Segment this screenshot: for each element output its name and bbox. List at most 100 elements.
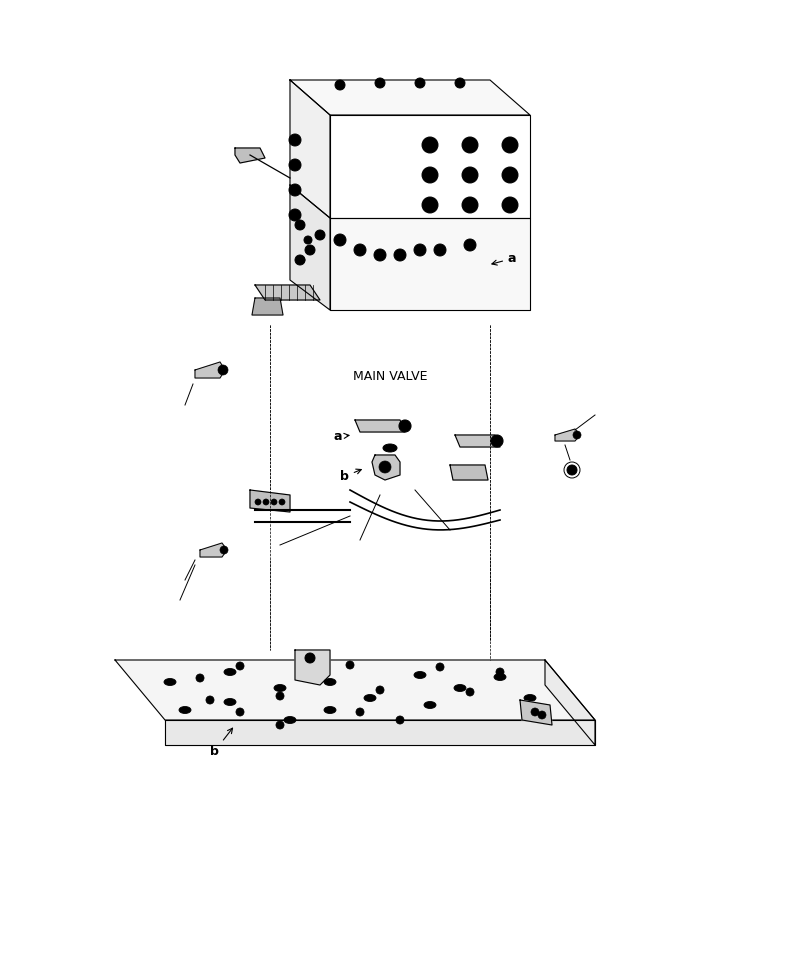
Ellipse shape <box>181 708 188 712</box>
Ellipse shape <box>424 702 436 708</box>
Circle shape <box>276 692 284 700</box>
Ellipse shape <box>326 708 333 712</box>
Ellipse shape <box>367 696 374 700</box>
Circle shape <box>255 499 261 505</box>
Polygon shape <box>250 490 290 512</box>
Text: a: a <box>333 430 349 443</box>
Circle shape <box>315 230 325 240</box>
Circle shape <box>462 137 478 153</box>
Circle shape <box>502 197 518 213</box>
Polygon shape <box>450 465 488 480</box>
Ellipse shape <box>497 675 504 679</box>
Ellipse shape <box>386 446 394 451</box>
Polygon shape <box>520 700 552 725</box>
Ellipse shape <box>494 674 506 680</box>
Ellipse shape <box>527 696 534 700</box>
Polygon shape <box>355 420 405 432</box>
Polygon shape <box>555 429 580 441</box>
Circle shape <box>531 708 539 716</box>
Circle shape <box>434 244 446 256</box>
Ellipse shape <box>402 423 409 430</box>
Circle shape <box>335 80 345 90</box>
Ellipse shape <box>417 673 424 677</box>
Ellipse shape <box>179 706 191 713</box>
Circle shape <box>220 546 228 554</box>
Circle shape <box>305 653 315 663</box>
Circle shape <box>464 239 476 251</box>
Circle shape <box>462 167 478 183</box>
Polygon shape <box>195 362 225 378</box>
Ellipse shape <box>324 678 336 685</box>
Circle shape <box>271 499 277 505</box>
Circle shape <box>236 662 244 670</box>
Circle shape <box>455 78 465 88</box>
Circle shape <box>375 78 385 88</box>
Ellipse shape <box>427 703 433 707</box>
Ellipse shape <box>227 670 234 674</box>
Ellipse shape <box>284 717 296 724</box>
Ellipse shape <box>224 669 236 676</box>
Circle shape <box>376 686 384 694</box>
Circle shape <box>462 197 478 213</box>
Polygon shape <box>372 455 400 480</box>
Circle shape <box>502 137 518 153</box>
Circle shape <box>289 134 301 146</box>
Circle shape <box>415 78 425 88</box>
Circle shape <box>305 245 315 255</box>
Circle shape <box>379 461 391 473</box>
Polygon shape <box>252 298 283 315</box>
Circle shape <box>422 137 438 153</box>
Circle shape <box>538 711 546 719</box>
Ellipse shape <box>164 678 176 685</box>
Circle shape <box>374 249 386 261</box>
Text: b: b <box>210 728 233 758</box>
Polygon shape <box>330 218 530 310</box>
Circle shape <box>304 236 312 244</box>
Ellipse shape <box>227 700 234 704</box>
Ellipse shape <box>524 695 536 702</box>
Polygon shape <box>330 115 530 218</box>
Ellipse shape <box>324 706 336 713</box>
Ellipse shape <box>287 718 294 722</box>
Circle shape <box>394 249 406 261</box>
Circle shape <box>299 257 305 263</box>
Ellipse shape <box>276 686 284 690</box>
Ellipse shape <box>274 684 286 692</box>
Circle shape <box>289 209 301 221</box>
Text: MAIN VALVE: MAIN VALVE <box>352 370 427 383</box>
Polygon shape <box>290 185 330 310</box>
Circle shape <box>396 716 404 724</box>
Circle shape <box>466 688 474 696</box>
Circle shape <box>573 431 581 439</box>
Circle shape <box>196 674 204 682</box>
Circle shape <box>567 465 577 475</box>
Circle shape <box>496 668 504 676</box>
Polygon shape <box>115 660 595 720</box>
Ellipse shape <box>326 680 333 684</box>
Circle shape <box>218 365 228 375</box>
Ellipse shape <box>383 444 397 452</box>
Circle shape <box>279 499 285 505</box>
Ellipse shape <box>364 695 376 702</box>
Ellipse shape <box>491 435 503 447</box>
Circle shape <box>289 159 301 171</box>
Polygon shape <box>165 720 595 745</box>
Polygon shape <box>295 650 330 685</box>
Ellipse shape <box>224 699 236 705</box>
Circle shape <box>436 663 444 671</box>
Polygon shape <box>455 435 500 447</box>
Ellipse shape <box>399 420 411 432</box>
Polygon shape <box>290 80 330 218</box>
Circle shape <box>295 255 305 265</box>
Polygon shape <box>200 543 227 557</box>
Ellipse shape <box>454 684 466 692</box>
Polygon shape <box>255 285 320 300</box>
Circle shape <box>414 244 426 256</box>
Ellipse shape <box>166 680 173 684</box>
Polygon shape <box>235 148 265 163</box>
Polygon shape <box>545 660 595 745</box>
Circle shape <box>236 708 244 716</box>
Circle shape <box>354 244 366 256</box>
Ellipse shape <box>414 672 426 678</box>
Circle shape <box>346 661 354 669</box>
